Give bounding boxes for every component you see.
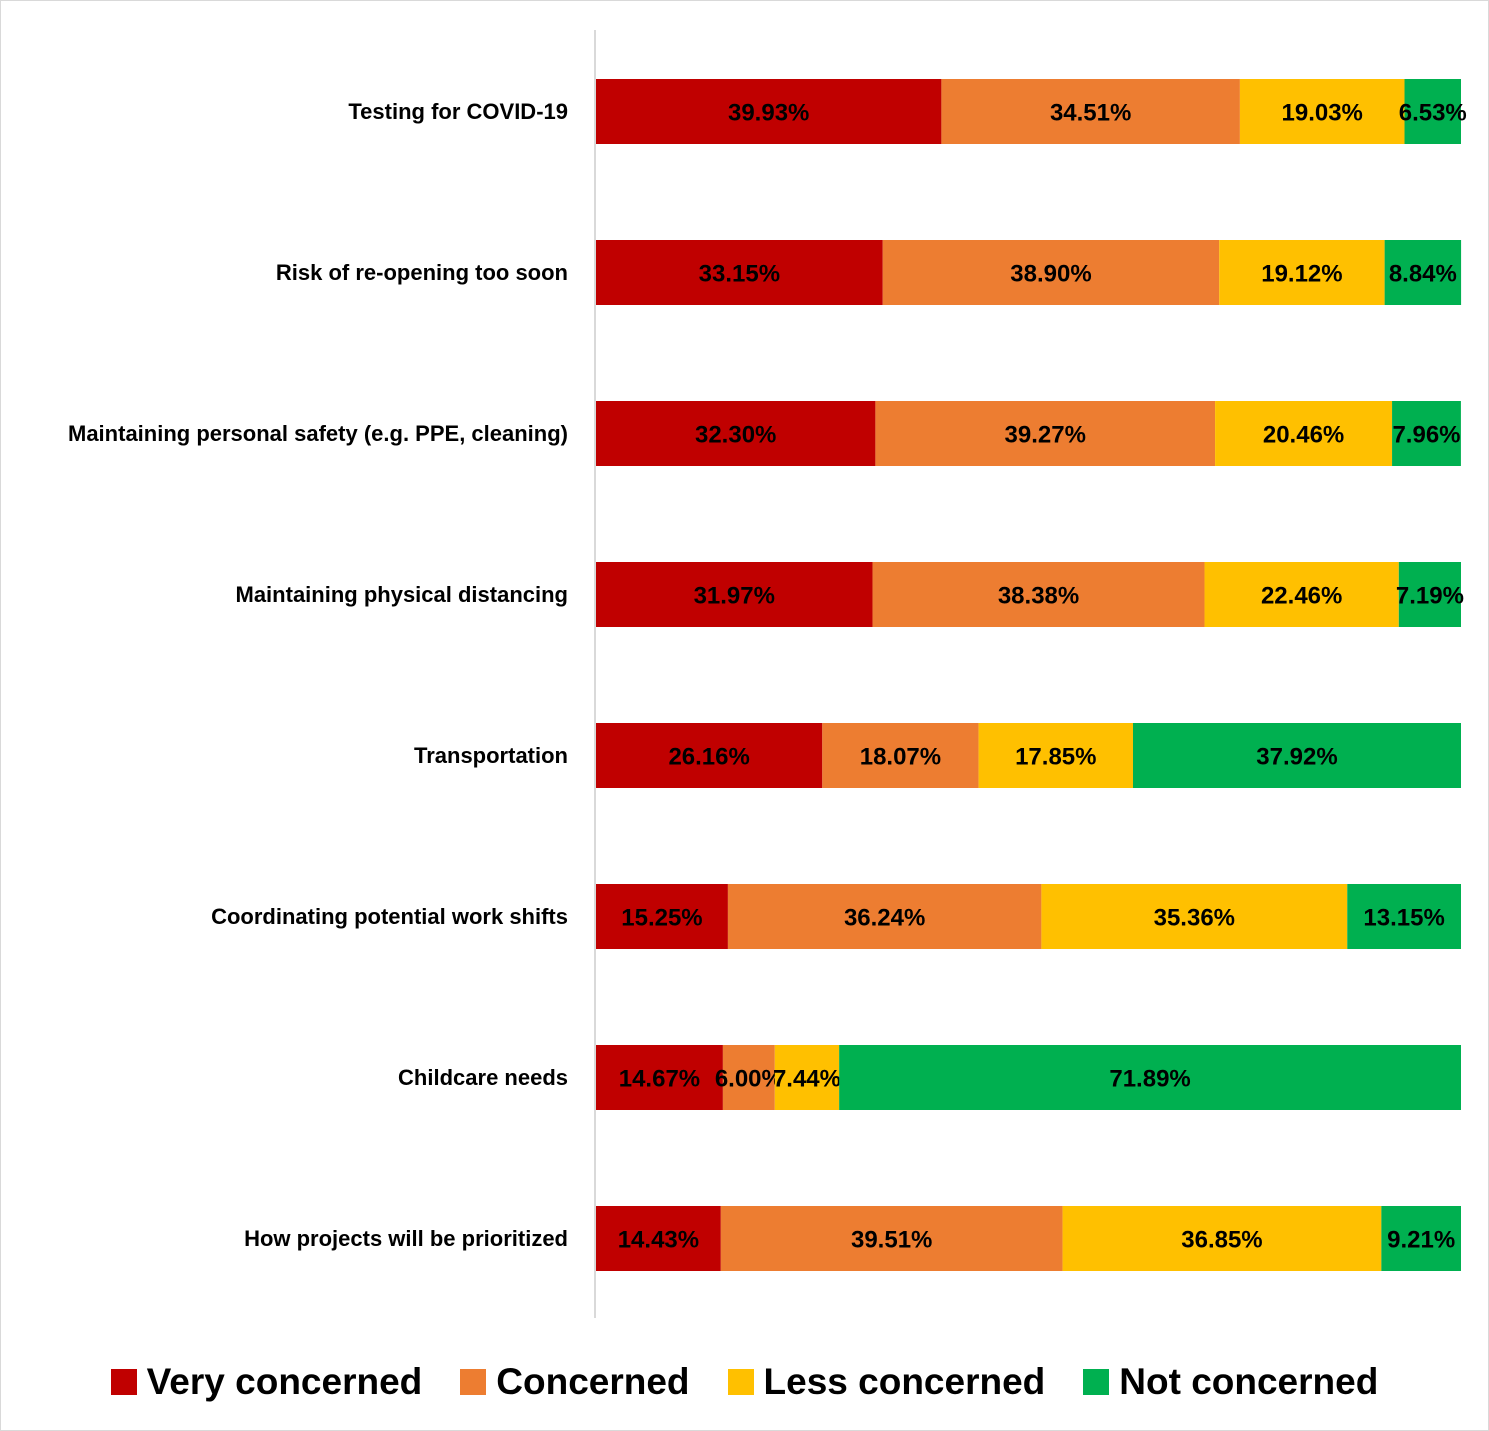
bar-segment-not-concerned — [1384, 240, 1462, 305]
data-label: 39.27% — [1005, 422, 1086, 449]
data-label: 36.24% — [844, 905, 925, 932]
bar-segment-very-concerned — [596, 240, 883, 305]
bar-segment-very-concerned — [596, 79, 942, 144]
data-label: 9.21% — [1387, 1227, 1455, 1254]
data-label: 38.38% — [998, 583, 1079, 610]
bar-segment-less-concerned — [1041, 884, 1348, 949]
bar-segment-very-concerned — [596, 562, 873, 627]
bar-segment-very-concerned — [596, 1206, 721, 1271]
data-label: 35.36% — [1154, 905, 1235, 932]
data-label: 37.92% — [1256, 744, 1337, 771]
category-label: Childcare needs — [398, 1065, 568, 1090]
legend-item: Not concerned — [1083, 1361, 1378, 1403]
data-label: 38.90% — [1010, 261, 1091, 288]
bar-segment-concerned — [872, 562, 1205, 627]
data-label: 7.19% — [1396, 583, 1464, 610]
bar-segment-less-concerned — [978, 723, 1133, 788]
data-label: 14.67% — [619, 1066, 700, 1093]
category-label: Maintaining personal safety (e.g. PPE, c… — [68, 421, 568, 446]
legend-label: Concerned — [496, 1361, 690, 1402]
data-label: 71.89% — [1109, 1066, 1190, 1093]
category-label: Coordinating potential work shifts — [211, 904, 568, 929]
bar-segment-not-concerned — [1404, 79, 1461, 144]
data-label: 7.44% — [773, 1066, 841, 1093]
data-label: 13.15% — [1363, 905, 1444, 932]
legend-swatch — [1083, 1369, 1110, 1395]
legend-swatch — [460, 1369, 487, 1395]
bar-segment-very-concerned — [596, 401, 876, 466]
data-label: 20.46% — [1263, 422, 1344, 449]
data-label: 6.53% — [1399, 100, 1467, 127]
data-label: 17.85% — [1015, 744, 1096, 771]
bar-segment-concerned — [722, 1045, 775, 1110]
data-label: 39.93% — [728, 100, 809, 127]
category-label: Transportation — [414, 743, 568, 768]
data-label: 26.16% — [668, 744, 749, 771]
data-label: 14.43% — [618, 1227, 699, 1254]
data-label: 15.25% — [621, 905, 702, 932]
category-label: Risk of re-opening too soon — [276, 260, 568, 285]
legend-label: Less concerned — [763, 1361, 1046, 1402]
bar-segment-very-concerned — [596, 723, 823, 788]
legend-item: Less concerned — [727, 1361, 1046, 1403]
data-label: 6.00% — [715, 1066, 783, 1093]
legend-swatch — [727, 1369, 754, 1395]
bar-segment-not-concerned — [1381, 1206, 1461, 1271]
bar-segment-less-concerned — [1204, 562, 1399, 627]
data-label: 31.97% — [694, 583, 775, 610]
bar-segment-less-concerned — [1239, 79, 1405, 144]
bar-segment-less-concerned — [1219, 240, 1385, 305]
legend-label: Very concerned — [146, 1361, 423, 1402]
bar-segment-not-concerned — [1347, 884, 1461, 949]
bar-segment-concerned — [875, 401, 1216, 466]
bar-segment-not-concerned — [1392, 401, 1461, 466]
bar-segment-less-concerned — [774, 1045, 840, 1110]
legend-swatch — [110, 1369, 137, 1395]
data-label: 19.03% — [1282, 100, 1363, 127]
bar-segment-not-concerned — [1132, 723, 1461, 788]
data-label: 19.12% — [1261, 261, 1342, 288]
category-label: How projects will be prioritized — [244, 1226, 568, 1251]
bar-segment-less-concerned — [1062, 1206, 1382, 1271]
legend-item: Very concerned — [110, 1361, 423, 1403]
data-label: 22.46% — [1261, 583, 1342, 610]
category-label: Maintaining physical distancing — [236, 582, 569, 607]
bar-segment-concerned — [941, 79, 1240, 144]
bar-segment-concerned — [727, 884, 1042, 949]
legend: Very concerned Concerned Less concerned Not… — [0, 1352, 1489, 1412]
data-label: 39.51% — [851, 1227, 932, 1254]
data-label: 36.85% — [1181, 1227, 1262, 1254]
bar-segment-concerned — [822, 723, 979, 788]
legend-item: Concerned — [460, 1361, 690, 1403]
bar-segment-not-concerned — [1398, 562, 1461, 627]
data-label: 33.15% — [699, 261, 780, 288]
bar-segment-very-concerned — [596, 1045, 723, 1110]
data-label: 7.96% — [1392, 422, 1460, 449]
bar-segment-very-concerned — [596, 884, 728, 949]
data-label: 34.51% — [1050, 100, 1131, 127]
bar-segment-not-concerned — [839, 1045, 1461, 1110]
category-label: Testing for COVID-19 — [348, 99, 568, 124]
legend-label: Not concerned — [1119, 1361, 1379, 1402]
bar-segment-concerned — [882, 240, 1220, 305]
bar-segment-concerned — [720, 1206, 1063, 1271]
data-label: 8.84% — [1389, 261, 1457, 288]
data-label: 18.07% — [860, 744, 941, 771]
data-label: 32.30% — [695, 422, 776, 449]
bar-segment-less-concerned — [1215, 401, 1393, 466]
